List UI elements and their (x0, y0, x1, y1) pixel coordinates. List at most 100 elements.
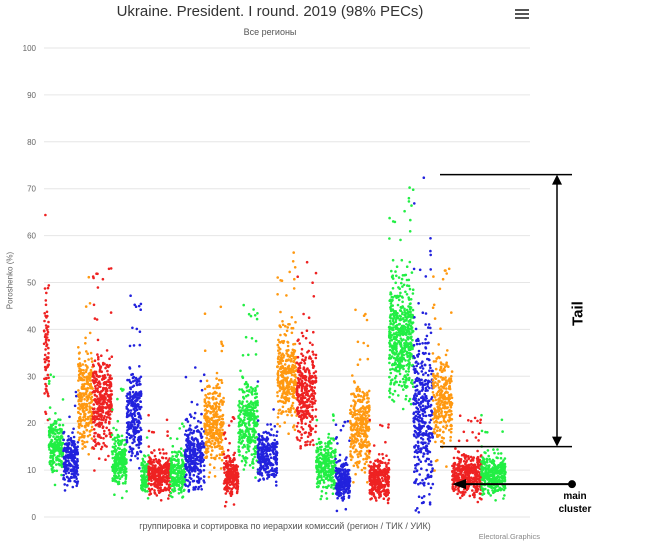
data-point (348, 479, 352, 483)
data-point (133, 394, 137, 398)
data-point (65, 449, 69, 453)
data-point (83, 413, 86, 417)
data-point (203, 481, 206, 484)
data-point (126, 378, 129, 382)
data-point (113, 447, 117, 451)
data-point (96, 272, 99, 276)
data-point (68, 415, 71, 419)
data-point (97, 417, 101, 421)
data-point (311, 360, 314, 363)
data-point (114, 450, 117, 454)
data-point (107, 267, 111, 271)
data-point (100, 354, 103, 358)
data-point (84, 342, 87, 345)
data-point (213, 407, 216, 411)
data-point (76, 459, 79, 463)
data-point (47, 338, 50, 342)
data-point (239, 369, 242, 373)
data-point (235, 468, 239, 472)
data-point (128, 450, 131, 454)
data-point (244, 335, 248, 339)
data-point (216, 444, 220, 448)
data-point (62, 477, 65, 481)
data-point (104, 376, 107, 379)
data-point (141, 466, 144, 470)
data-point (266, 455, 270, 458)
data-point (50, 438, 53, 442)
data-point (356, 426, 359, 430)
data-point (99, 392, 102, 395)
data-point (189, 459, 193, 462)
data-point (47, 382, 51, 385)
data-point (209, 411, 212, 415)
data-point (93, 381, 96, 385)
data-point (352, 406, 356, 410)
data-point (276, 394, 279, 398)
data-point (334, 472, 338, 476)
data-point (78, 418, 81, 422)
data-point (241, 354, 245, 357)
data-point (120, 475, 124, 478)
data-point (138, 377, 141, 380)
data-point (315, 467, 319, 471)
data-point (77, 346, 80, 349)
data-point (184, 418, 188, 422)
data-point (253, 455, 256, 459)
data-point (133, 432, 137, 436)
data-point (100, 370, 103, 374)
data-point (63, 489, 67, 492)
data-point (114, 466, 118, 469)
data-point (286, 389, 290, 392)
data-point (86, 424, 90, 427)
data-point (96, 387, 99, 390)
data-point (319, 497, 323, 501)
data-point (285, 391, 288, 395)
data-point (63, 483, 66, 486)
data-point (201, 460, 204, 463)
data-point (238, 413, 242, 416)
data-point (284, 395, 287, 399)
data-point (110, 433, 114, 437)
data-point (208, 428, 211, 431)
data-point (342, 486, 346, 490)
data-point (149, 458, 153, 461)
data-point (251, 417, 254, 421)
data-point (128, 392, 132, 396)
data-point (189, 431, 192, 434)
data-point (253, 392, 257, 396)
data-point (47, 346, 50, 350)
data-point (111, 452, 114, 456)
data-point (332, 414, 335, 418)
data-point (120, 442, 123, 445)
data-point (363, 466, 367, 470)
data-point (173, 468, 177, 472)
data-point (85, 408, 88, 412)
data-point (316, 446, 319, 450)
data-point (308, 405, 311, 409)
data-point (220, 458, 224, 462)
data-point (44, 324, 48, 327)
data-point (213, 475, 217, 478)
data-point (123, 438, 127, 442)
data-point (52, 461, 55, 465)
data-point (267, 470, 270, 474)
data-point (164, 479, 168, 483)
data-point (90, 425, 94, 429)
data-point (187, 442, 191, 445)
data-point (305, 443, 309, 447)
data-point (72, 435, 76, 439)
data-point (340, 496, 344, 500)
data-point (45, 356, 49, 359)
data-point (277, 346, 281, 349)
data-point (252, 406, 256, 409)
data-point (275, 462, 279, 466)
data-point (322, 460, 326, 464)
data-point (247, 432, 251, 436)
data-point (208, 463, 212, 466)
data-point (165, 482, 169, 485)
data-point (276, 360, 280, 364)
data-point (133, 414, 137, 417)
data-point (125, 490, 128, 493)
data-point (93, 359, 97, 363)
data-point (245, 386, 248, 389)
